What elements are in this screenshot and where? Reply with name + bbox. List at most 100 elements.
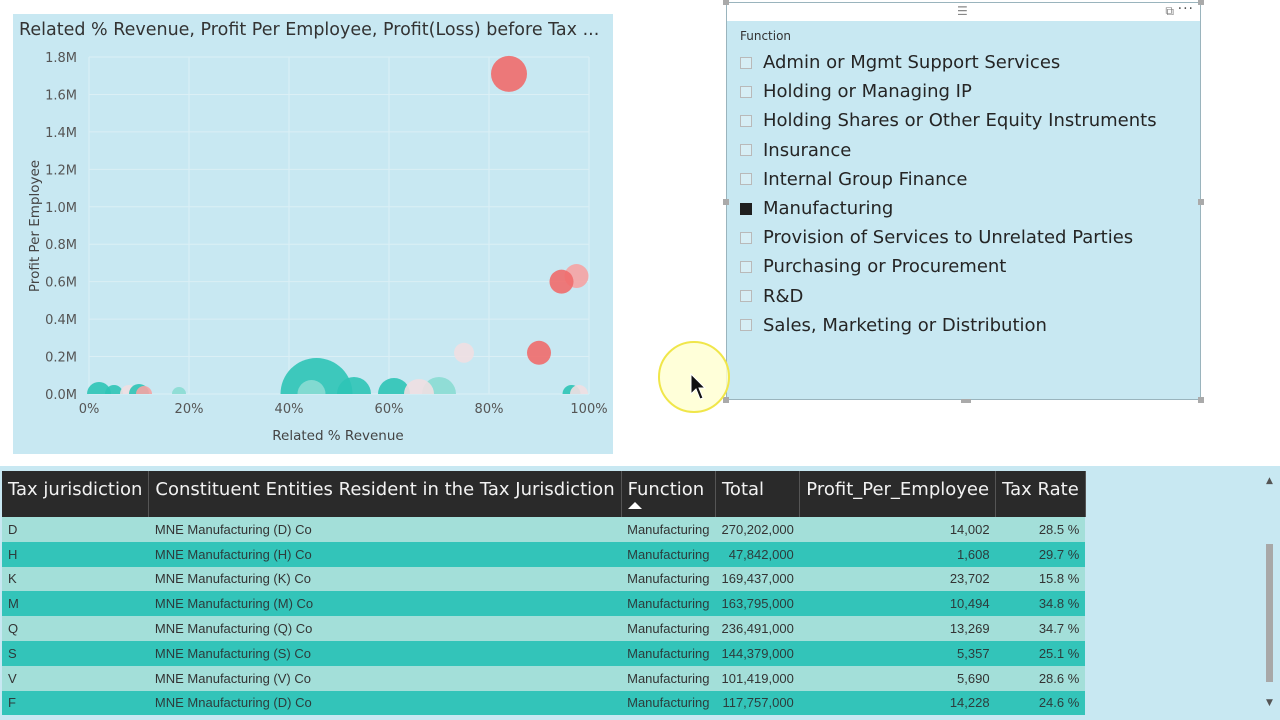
table-cell: 101,419,000 — [715, 665, 800, 691]
y-axis-label: Profit Per Employee — [27, 160, 43, 292]
vertical-scrollbar[interactable]: ▲ ▼ — [1264, 476, 1276, 708]
mouse-pointer-icon — [690, 373, 706, 400]
column-header-total[interactable]: Total — [715, 471, 801, 517]
slicer-item-label: Admin or Mgmt Support Services — [763, 52, 1061, 74]
scatter-point[interactable] — [570, 385, 588, 403]
resize-handle-left[interactable] — [723, 199, 729, 205]
checkbox-icon[interactable] — [740, 114, 752, 127]
scatter-point[interactable] — [297, 380, 326, 408]
y-tick-label: 1.8M — [45, 51, 77, 66]
scroll-up-icon[interactable]: ▲ — [1266, 476, 1273, 486]
slicer-item-label: Provision of Services to Unrelated Parti… — [763, 227, 1134, 249]
y-tick-label: 1.6M — [45, 88, 77, 103]
checkbox-icon[interactable] — [740, 290, 752, 303]
table-cell: 117,757,000 — [715, 690, 800, 716]
slicer-item-label: Internal Group Finance — [763, 168, 968, 190]
focus-mode-icon[interactable]: ⧉ — [1165, 4, 1174, 18]
table-row[interactable]: D MNE Manufacturing (D) Co Manufacturing 27… — [2, 517, 1086, 542]
table-cell: 169,437,000 — [715, 566, 800, 592]
checkbox-icon[interactable] — [740, 85, 752, 98]
table-cell: Manufacturing — [621, 566, 716, 592]
table-cell: M — [2, 591, 149, 617]
table-cell: Manufacturing — [621, 690, 716, 716]
checkbox-icon[interactable] — [740, 260, 752, 273]
table-cell: MNE Manufacturing (S) Co — [148, 640, 622, 666]
resize-handle-top-left[interactable] — [723, 0, 729, 5]
function-slicer[interactable]: ☰ ⧉ ··· Function Admin or Mgmt Support S… — [723, 0, 1204, 403]
y-tick-label: 0.6M — [45, 276, 77, 291]
table-row[interactable]: K MNE Manufacturing (K) Co Manufacturing 16… — [2, 566, 1086, 592]
drag-grip-icon[interactable]: ☰ — [957, 4, 968, 18]
scroll-down-icon[interactable]: ▼ — [1266, 698, 1273, 708]
table-row[interactable]: F MNE Mnaufacturing (D) Co Manufacturing 11… — [2, 690, 1086, 716]
scatter-point[interactable] — [105, 385, 123, 403]
checkbox-icon[interactable] — [740, 319, 752, 332]
table-row[interactable]: V MNE Manufacturing (V) Co Manufacturing 10… — [2, 665, 1086, 691]
scatter-point[interactable] — [491, 55, 527, 92]
slicer-item[interactable]: Manufacturing — [739, 194, 1157, 223]
checkbox-icon[interactable] — [740, 173, 752, 186]
table-row[interactable]: H MNE Manufacturing (H) Co Manufacturing 47… — [2, 541, 1086, 567]
resize-handle-top-right[interactable] — [1198, 0, 1204, 5]
scroll-thumb[interactable] — [1266, 544, 1273, 682]
data-table: Tax jurisdiction Constituent Entities Re… — [2, 471, 1086, 716]
column-header-function[interactable]: Function — [621, 471, 717, 517]
column-header-tax-jurisdiction[interactable]: Tax jurisdiction — [2, 471, 150, 517]
more-options-icon[interactable]: ··· — [1177, 1, 1194, 17]
scatter-point[interactable] — [280, 358, 353, 430]
scatter-point[interactable] — [378, 378, 410, 410]
resize-handle-bottom[interactable] — [961, 399, 971, 403]
resize-handle-bottom-left[interactable] — [723, 397, 729, 403]
table-cell: MNE Manufacturing (K) Co — [148, 566, 622, 592]
checkbox-icon[interactable] — [740, 56, 752, 69]
scatter-point[interactable] — [527, 340, 551, 365]
slicer-item[interactable]: Internal Group Finance — [739, 165, 1157, 194]
table-row[interactable]: M MNE Manufacturing (M) Co Manufacturing 16… — [2, 591, 1086, 617]
slicer-item[interactable]: Holding Shares or Other Equity Instrumen… — [739, 106, 1157, 135]
slicer-item[interactable]: Holding or Managing IP — [739, 77, 1157, 106]
slicer-item[interactable]: Sales, Marketing or Distribution — [739, 311, 1157, 340]
table-cell: 1,608 — [799, 541, 996, 567]
table-cell: 270,202,000 — [715, 517, 800, 542]
scatter-plot-area[interactable]: 0.0M 0.2M 0.4M 0.6M 0.8M 1.0M 1.2M 1.4M 1.6M 1.8M… — [13, 14, 613, 454]
scatter-point[interactable] — [337, 377, 371, 411]
x-tick-label: 60% — [375, 402, 404, 417]
table-cell: Manufacturing — [621, 517, 716, 542]
scatter-point[interactable] — [454, 342, 474, 363]
table-cell: S — [2, 640, 149, 666]
scatter-points-group — [87, 55, 589, 430]
slicer-item[interactable]: Admin or Mgmt Support Services — [739, 48, 1157, 77]
column-header-tax-rate[interactable]: Tax Rate — [995, 471, 1086, 517]
slicer-item-label: Sales, Marketing or Distribution — [763, 314, 1047, 336]
data-table-panel: Tax jurisdiction Constituent Entities Re… — [0, 466, 1280, 720]
scatter-point[interactable] — [549, 269, 574, 294]
checkbox-checked-icon[interactable] — [740, 202, 752, 215]
slicer-item[interactable]: Purchasing or Procurement — [739, 252, 1157, 281]
table-cell: Manufacturing — [621, 665, 716, 691]
table-row[interactable]: Q MNE Manufacturing (Q) Co Manufacturing 23… — [2, 616, 1086, 641]
column-header-profit-per-employee[interactable]: Profit_Per_Employee — [799, 471, 997, 517]
scatter-point[interactable] — [87, 382, 111, 406]
table-row[interactable]: S MNE Manufacturing (S) Co Manufacturing 14… — [2, 640, 1086, 666]
table-cell: D — [2, 517, 149, 542]
checkbox-icon[interactable] — [740, 231, 752, 244]
slicer-item[interactable]: Provision of Services to Unrelated Parti… — [739, 223, 1157, 252]
scatter-point[interactable] — [172, 387, 186, 401]
scatter-point[interactable] — [404, 379, 434, 409]
resize-handle-right[interactable] — [1198, 199, 1204, 205]
slicer-item[interactable]: Insurance — [739, 136, 1157, 165]
resize-handle-bottom-right[interactable] — [1198, 397, 1204, 403]
slicer-heading: Function — [740, 29, 792, 43]
table-cell: 5,357 — [799, 640, 996, 666]
table-cell: 28.5 % — [995, 517, 1086, 542]
table-cell: 14,002 — [799, 517, 996, 542]
slicer-item[interactable]: R&D — [739, 282, 1157, 311]
checkbox-icon[interactable] — [740, 144, 752, 157]
column-header-entities[interactable]: Constituent Entities Resident in the Tax… — [148, 471, 622, 517]
scatter-chart[interactable]: Related % Revenue, Profit Per Employee, … — [13, 14, 613, 454]
y-tick-label: 1.0M — [45, 201, 77, 216]
scatter-point[interactable] — [136, 386, 152, 402]
function-header-label: Function — [627, 479, 705, 500]
table-cell: MNE Manufacturing (Q) Co — [148, 616, 622, 641]
table-cell: Manufacturing — [621, 541, 716, 567]
